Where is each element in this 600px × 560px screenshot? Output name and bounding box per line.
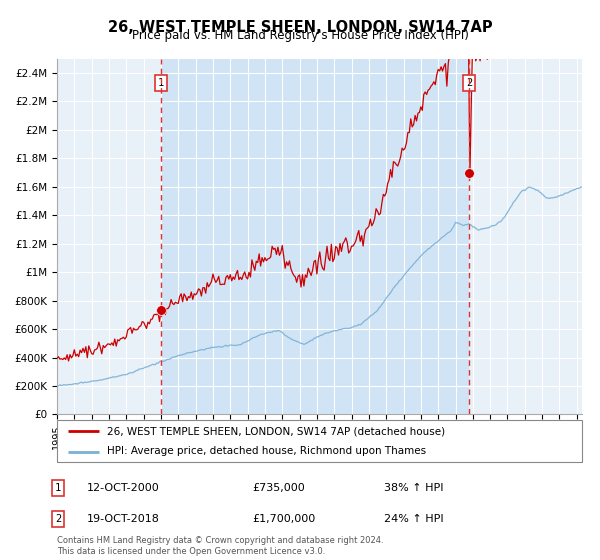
Text: £1,700,000: £1,700,000 bbox=[252, 514, 315, 524]
Text: 38% ↑ HPI: 38% ↑ HPI bbox=[384, 483, 443, 493]
Text: HPI: Average price, detached house, Richmond upon Thames: HPI: Average price, detached house, Rich… bbox=[107, 446, 426, 456]
Text: 26, WEST TEMPLE SHEEN, LONDON, SW14 7AP: 26, WEST TEMPLE SHEEN, LONDON, SW14 7AP bbox=[107, 20, 493, 35]
Text: 24% ↑ HPI: 24% ↑ HPI bbox=[384, 514, 443, 524]
Text: Contains HM Land Registry data © Crown copyright and database right 2024.
This d: Contains HM Land Registry data © Crown c… bbox=[57, 536, 383, 556]
Text: 2: 2 bbox=[55, 514, 61, 524]
Text: 26, WEST TEMPLE SHEEN, LONDON, SW14 7AP (detached house): 26, WEST TEMPLE SHEEN, LONDON, SW14 7AP … bbox=[107, 426, 445, 436]
Bar bbox=[161, 59, 469, 414]
Text: 12-OCT-2000: 12-OCT-2000 bbox=[87, 483, 160, 493]
Text: 1: 1 bbox=[55, 483, 61, 493]
Text: £735,000: £735,000 bbox=[252, 483, 305, 493]
Text: 19-OCT-2018: 19-OCT-2018 bbox=[87, 514, 160, 524]
Text: Price paid vs. HM Land Registry's House Price Index (HPI): Price paid vs. HM Land Registry's House … bbox=[131, 29, 469, 42]
FancyBboxPatch shape bbox=[57, 420, 582, 462]
Text: 2: 2 bbox=[466, 78, 473, 88]
Text: 1: 1 bbox=[158, 78, 164, 88]
